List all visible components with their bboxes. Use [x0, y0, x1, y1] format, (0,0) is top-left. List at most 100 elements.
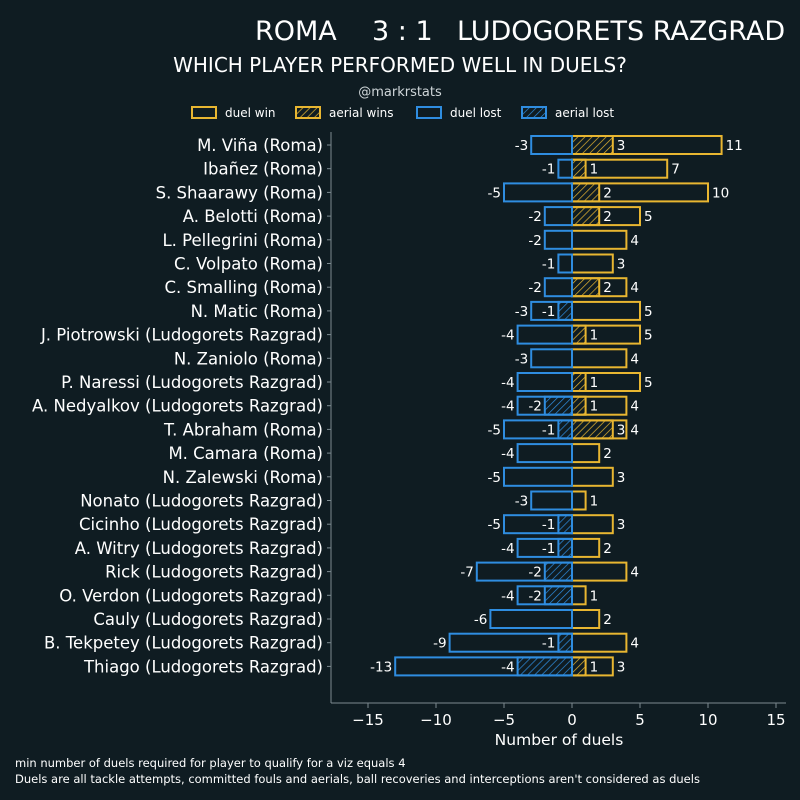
y-tick-label: Cicinho (Ludogorets Razgrad) — [79, 515, 323, 534]
value-label-duel-lost: -2 — [528, 280, 541, 296]
value-label-duel-win: 5 — [644, 375, 653, 391]
value-label-duel-win: 5 — [644, 328, 653, 344]
legend-label-duel-lost: duel lost — [450, 106, 502, 120]
y-tick-labels: M. Viña (Roma) Ibañez (Roma) S. Shaarawy (… — [32, 136, 331, 676]
value-label-duel-lost: -5 — [488, 422, 501, 438]
value-label-aerial-win: 1 — [590, 659, 599, 675]
bar-duel-lost — [530, 348, 574, 369]
bar-aerial-lost — [557, 537, 574, 558]
value-label-duel-win: 2 — [603, 446, 612, 462]
bar-duel-win — [571, 466, 614, 487]
legend-swatch-aerial-lost — [521, 106, 547, 119]
bar-aerial-lost — [557, 514, 574, 535]
bar-aerial-lost — [543, 395, 573, 416]
value-label-duel-win: 4 — [630, 351, 639, 367]
legend-label-aerial-wins: aerial wins — [329, 106, 394, 120]
y-tick-label: Cauly (Ludogorets Razgrad) — [93, 610, 323, 629]
bar-duel-win — [571, 537, 601, 558]
bar-aerial-lost — [557, 419, 574, 440]
y-tick-label: A. Belotti (Roma) — [183, 207, 323, 226]
y-tick-label: Rick (Ludogorets Razgrad) — [105, 563, 323, 582]
legend: duel win aerial wins duel lost aerial lo… — [191, 106, 614, 120]
legend-label-duel-win: duel win — [225, 106, 276, 120]
bar-duel-lost — [489, 609, 573, 629]
y-tick-label: T. Abraham (Roma) — [163, 420, 323, 439]
value-label-aerial-win: 2 — [603, 185, 612, 201]
value-label-aerial-win: 1 — [590, 328, 599, 344]
bar-duel-lost — [516, 324, 573, 345]
title-home: ROMA — [255, 16, 337, 47]
bar-duel-win — [571, 443, 601, 464]
value-label-aerial-win: 1 — [590, 399, 599, 415]
value-label-aerial-win: 2 — [603, 280, 612, 296]
value-label-aerial-lost: -2 — [528, 399, 541, 415]
y-tick-label: C. Smalling (Roma) — [165, 278, 323, 297]
bar-duel-lost — [543, 229, 573, 250]
bar-aerial-win — [571, 395, 587, 416]
bar-aerial-win — [571, 324, 587, 345]
y-tick-label: A. Witry (Ludogorets Razgrad) — [75, 539, 323, 558]
legend-label-aerial-lost: aerial lost — [555, 106, 614, 120]
y-tick-label: M. Camara (Roma) — [168, 444, 323, 463]
value-label-duel-lost: -4 — [501, 375, 514, 391]
value-label-aerial-lost: -1 — [542, 304, 555, 320]
value-label-duel-lost: -6 — [474, 612, 487, 628]
y-tick-label: A. Nedyalkov (Ludogorets Razgrad) — [32, 397, 323, 416]
value-label-aerial-win: 2 — [603, 209, 612, 225]
bar-aerial-lost — [557, 632, 574, 653]
y-tick-label: P. Naressi (Ludogorets Razgrad) — [61, 373, 323, 392]
bar-duel-win — [571, 632, 628, 653]
value-label-duel-win: 3 — [617, 659, 626, 675]
value-label-duel-lost: -4 — [501, 588, 514, 604]
value-label-duel-lost: -3 — [515, 494, 528, 510]
bar-duel-lost — [557, 158, 574, 179]
value-label-aerial-lost: -2 — [528, 565, 541, 581]
value-label-duel-lost: -5 — [488, 470, 501, 486]
bar-aerial-win — [571, 419, 614, 440]
y-tick-label: O. Verdon (Ludogorets Razgrad) — [59, 586, 323, 605]
bar-duel-lost — [543, 277, 573, 298]
value-label-aerial-win: 1 — [590, 162, 599, 178]
value-label-duel-win: 3 — [617, 470, 626, 486]
value-label-duel-win: 3 — [617, 257, 626, 273]
footnote-1: min number of duels required for player … — [15, 756, 406, 770]
value-label-duel-lost: -4 — [501, 328, 514, 344]
footnote-2: Duels are all tackle attempts, committed… — [15, 772, 700, 786]
y-tick-label: Ibañez (Roma) — [203, 160, 323, 179]
legend-swatch-duel-lost — [416, 106, 442, 119]
bar-aerial-win — [571, 372, 587, 392]
x-tick-label: 0 — [567, 711, 577, 729]
value-label-duel-win: 10 — [712, 185, 729, 201]
bar-duel-win — [571, 514, 614, 535]
author-handle: @markrstats — [358, 85, 442, 100]
y-tick-label: L. Pellegrini (Roma) — [162, 231, 323, 250]
legend-swatch-duel-win — [191, 106, 217, 119]
value-label-duel-lost: -3 — [515, 304, 528, 320]
bar-duel-lost — [516, 372, 573, 392]
value-label-duel-win: 1 — [590, 494, 599, 510]
value-label-aerial-lost: -2 — [528, 588, 541, 604]
bar-aerial-win — [571, 206, 601, 227]
value-label-duel-lost: -13 — [370, 659, 392, 675]
y-tick-label: N. Zalewski (Roma) — [163, 468, 323, 487]
value-label-duel-win: 2 — [603, 541, 612, 557]
title-away: LUDOGORETS RAZGRAD — [457, 16, 785, 47]
value-label-aerial-win: 3 — [617, 138, 626, 154]
bar-duel-lost — [530, 490, 574, 511]
bar-aerial-win — [571, 158, 587, 179]
y-tick-label: B. Tekpetey (Ludogorets Razgrad) — [44, 634, 323, 653]
value-label-duel-win: 4 — [630, 565, 639, 581]
bar-duel-win — [571, 253, 614, 274]
value-label-duel-win: 1 — [590, 588, 599, 604]
bar-aerial-lost — [543, 585, 573, 606]
bar-duel-win — [571, 585, 587, 606]
bar-aerial-lost — [557, 300, 574, 321]
y-tick-label: S. Shaarawy (Roma) — [156, 183, 323, 202]
x-ticks: −15 −10 −5 0 5 10 15 — [352, 703, 786, 729]
y-tick-label: M. Viña (Roma) — [197, 136, 323, 155]
value-label-duel-lost: -5 — [488, 185, 501, 201]
x-tick-label: −15 — [352, 711, 384, 729]
value-label-aerial-lost: -1 — [542, 422, 555, 438]
